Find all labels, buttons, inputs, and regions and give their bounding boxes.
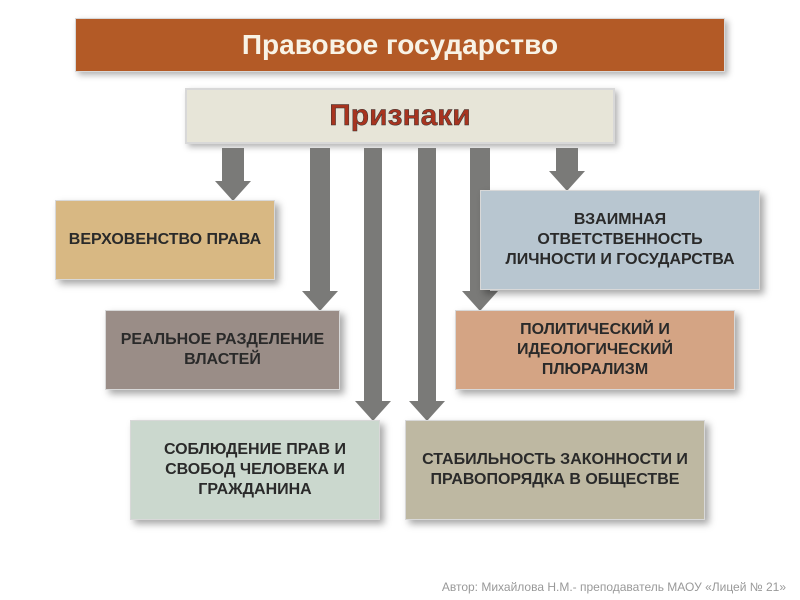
box-mutual-responsibility: ВЗАИМНАЯ ОТВЕТСТВЕННОСТЬ ЛИЧНОСТИ И ГОСУ…: [480, 190, 760, 290]
arrow-3-head: [302, 291, 338, 311]
subtitle-text: Признаки: [329, 99, 471, 133]
box-2-text: ВЗАИМНАЯ ОТВЕТСТВЕННОСТЬ ЛИЧНОСТИ И ГОСУ…: [491, 210, 749, 270]
box-human-rights: СОБЛЮДЕНИЕ ПРАВ И СВОБОД ЧЕЛОВЕКА И ГРАЖ…: [130, 420, 380, 520]
arrow-5-head: [355, 401, 391, 421]
arrow-1-shaft: [222, 148, 244, 182]
arrow-6-shaft: [418, 148, 436, 402]
arrow-1-head: [215, 181, 251, 201]
footer-author: Автор: Михайлова Н.М.- преподаватель МАО…: [442, 580, 786, 594]
box-rule-of-law: ВЕРХОВЕНСТВО ПРАВА: [55, 200, 275, 280]
footer-text: Автор: Михайлова Н.М.- преподаватель МАО…: [442, 580, 786, 594]
box-4-text: ПОЛИТИЧЕСКИЙ И ИДЕОЛОГИЧЕСКИЙ ПЛЮРАЛИЗМ: [466, 320, 724, 380]
arrow-3-shaft: [310, 148, 330, 292]
arrow-4-head: [462, 291, 498, 311]
box-3-text: РЕАЛЬНОЕ РАЗДЕЛЕНИЕ ВЛАСТЕЙ: [116, 330, 329, 370]
box-separation-powers: РЕАЛЬНОЕ РАЗДЕЛЕНИЕ ВЛАСТЕЙ: [105, 310, 340, 390]
subtitle-box: Признаки: [185, 88, 615, 144]
box-5-text: СОБЛЮДЕНИЕ ПРАВ И СВОБОД ЧЕЛОВЕКА И ГРАЖ…: [141, 440, 369, 500]
arrow-2-shaft: [556, 148, 578, 172]
box-stability: СТАБИЛЬНОСТЬ ЗАКОННОСТИ И ПРАВОПОРЯДКА В…: [405, 420, 705, 520]
title-text: Правовое государство: [242, 29, 558, 61]
box-1-text: ВЕРХОВЕНСТВО ПРАВА: [69, 230, 261, 250]
title-bar: Правовое государство: [75, 18, 725, 72]
arrow-2-head: [549, 171, 585, 191]
box-6-text: СТАБИЛЬНОСТЬ ЗАКОННОСТИ И ПРАВОПОРЯДКА В…: [416, 450, 694, 490]
box-pluralism: ПОЛИТИЧЕСКИЙ И ИДЕОЛОГИЧЕСКИЙ ПЛЮРАЛИЗМ: [455, 310, 735, 390]
arrow-6-head: [409, 401, 445, 421]
arrow-5-shaft: [364, 148, 382, 402]
